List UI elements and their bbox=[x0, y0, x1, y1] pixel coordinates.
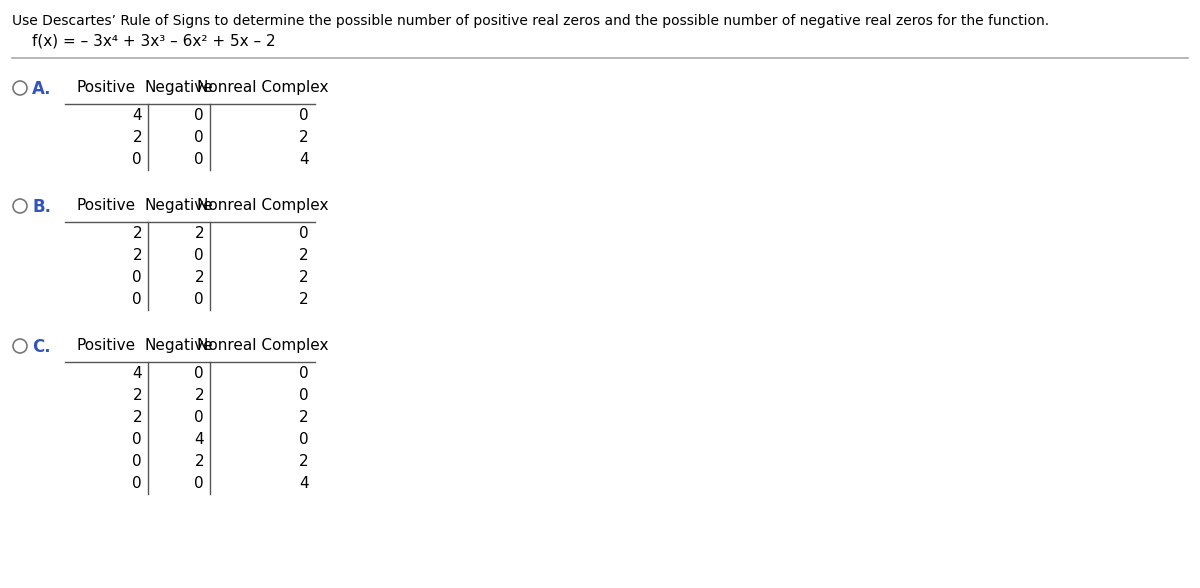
Text: 0: 0 bbox=[299, 366, 310, 380]
Text: 0: 0 bbox=[194, 108, 204, 122]
Text: C.: C. bbox=[32, 338, 50, 356]
Text: 2: 2 bbox=[194, 387, 204, 403]
Text: A.: A. bbox=[32, 80, 52, 98]
Text: Nonreal Complex: Nonreal Complex bbox=[197, 338, 329, 353]
Text: 2: 2 bbox=[132, 248, 142, 262]
Text: 2: 2 bbox=[132, 129, 142, 145]
Text: 0: 0 bbox=[194, 292, 204, 306]
Text: Nonreal Complex: Nonreal Complex bbox=[197, 198, 329, 213]
Text: 0: 0 bbox=[132, 432, 142, 446]
Text: 0: 0 bbox=[132, 476, 142, 490]
Text: 0: 0 bbox=[194, 366, 204, 380]
Text: 0: 0 bbox=[194, 248, 204, 262]
Text: 0: 0 bbox=[132, 292, 142, 306]
Text: 2: 2 bbox=[299, 248, 310, 262]
Text: 0: 0 bbox=[194, 476, 204, 490]
Text: 0: 0 bbox=[194, 152, 204, 166]
Text: 2: 2 bbox=[299, 292, 310, 306]
Text: 0: 0 bbox=[194, 129, 204, 145]
Text: Positive: Positive bbox=[77, 198, 136, 213]
Text: 2: 2 bbox=[299, 453, 310, 469]
Text: 2: 2 bbox=[299, 269, 310, 285]
Text: 4: 4 bbox=[132, 108, 142, 122]
Text: 4: 4 bbox=[299, 152, 310, 166]
Text: 2: 2 bbox=[194, 269, 204, 285]
Text: 2: 2 bbox=[299, 129, 310, 145]
Text: Use Descartes’ Rule of Signs to determine the possible number of positive real z: Use Descartes’ Rule of Signs to determin… bbox=[12, 14, 1049, 28]
Text: Negative: Negative bbox=[145, 338, 214, 353]
Text: 0: 0 bbox=[194, 409, 204, 425]
Text: 0: 0 bbox=[132, 453, 142, 469]
Text: f(x) = – 3x⁴ + 3x³ – 6x² + 5x – 2: f(x) = – 3x⁴ + 3x³ – 6x² + 5x – 2 bbox=[32, 34, 276, 49]
Text: 4: 4 bbox=[132, 366, 142, 380]
Text: 0: 0 bbox=[299, 432, 310, 446]
Text: 2: 2 bbox=[194, 453, 204, 469]
Text: Negative: Negative bbox=[145, 198, 214, 213]
Text: Negative: Negative bbox=[145, 80, 214, 95]
Text: 4: 4 bbox=[194, 432, 204, 446]
Text: Positive: Positive bbox=[77, 338, 136, 353]
Text: 2: 2 bbox=[194, 226, 204, 240]
Text: 2: 2 bbox=[132, 409, 142, 425]
Text: Nonreal Complex: Nonreal Complex bbox=[197, 80, 329, 95]
Text: 0: 0 bbox=[299, 108, 310, 122]
Text: 0: 0 bbox=[299, 226, 310, 240]
Text: 2: 2 bbox=[299, 409, 310, 425]
Text: 0: 0 bbox=[132, 152, 142, 166]
Text: 4: 4 bbox=[299, 476, 310, 490]
Text: 2: 2 bbox=[132, 226, 142, 240]
Text: 0: 0 bbox=[299, 387, 310, 403]
Text: 2: 2 bbox=[132, 387, 142, 403]
Text: Positive: Positive bbox=[77, 80, 136, 95]
Text: B.: B. bbox=[32, 198, 50, 216]
Text: 0: 0 bbox=[132, 269, 142, 285]
